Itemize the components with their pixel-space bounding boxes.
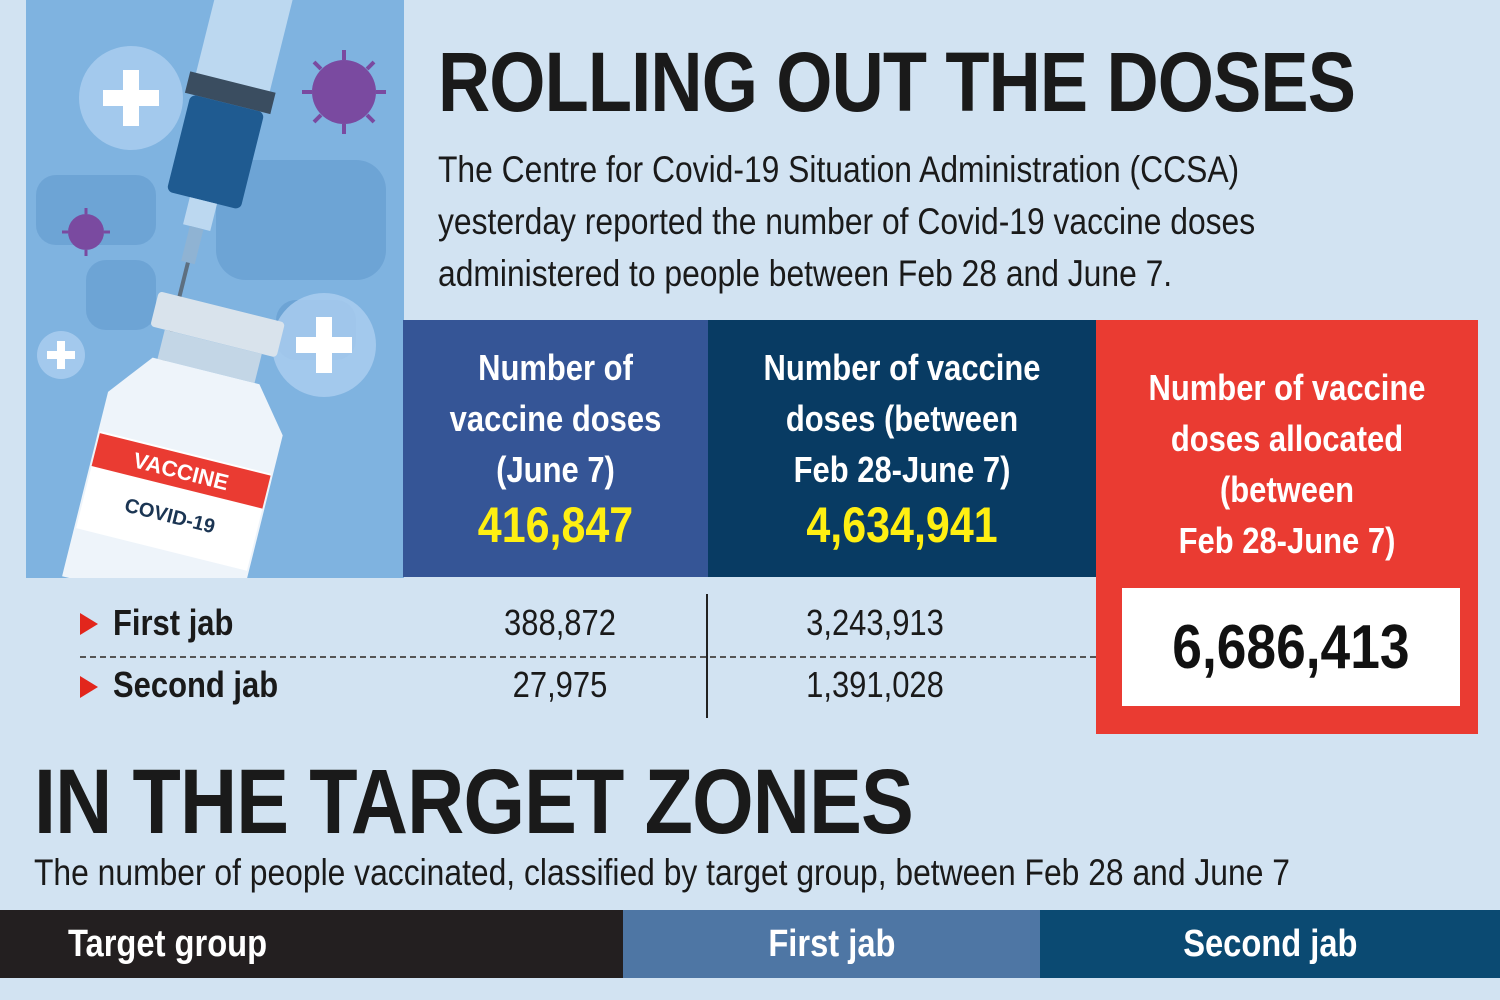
doses-june7-value: 416,847 [477, 497, 634, 553]
doses-allocated-box: Number of vaccine doses allocated (betwe… [1096, 320, 1478, 734]
syringe-icon [156, 0, 294, 380]
table-body-strip [0, 978, 1500, 1000]
doses-cumulative-value: 4,634,941 [806, 497, 998, 553]
column-header-target-group: Target group [0, 910, 623, 978]
second-jab-cumulative: 1,391,028 [806, 664, 944, 705]
doses-allocated-value: 6,686,413 [1172, 612, 1410, 682]
target-zones-title: IN THE TARGET ZONES [34, 751, 914, 853]
column-header-first-jab: First jab [623, 910, 1040, 978]
doses-june7-box: Number of vaccine doses (June 7) 416,847 [403, 320, 708, 577]
first-jab-arrow-icon [80, 613, 98, 635]
second-jab-june7: 27,975 [512, 664, 608, 705]
first-jab-june7: 388,872 [504, 602, 616, 643]
target-zones-subtitle: The number of people vaccinated, classif… [34, 852, 1290, 893]
row-divider [80, 656, 1096, 658]
doses-allocated-label: Number of vaccine doses allocated (betwe… [1148, 367, 1426, 561]
vaccine-illustration: VACCINE COVID-19 [26, 0, 404, 578]
column-header-second-jab: Second jab [1040, 910, 1500, 978]
intro-text: The Centre for Covid-19 Situation Admini… [438, 149, 1256, 294]
doses-cumulative-box: Number of vaccine doses (between Feb 28-… [708, 320, 1096, 577]
doses-allocated-value-box: 6,686,413 [1122, 588, 1460, 706]
second-jab-label: Second jab [113, 664, 279, 705]
page-title: ROLLING OUT THE DOSES [438, 35, 1356, 129]
first-jab-label: First jab [113, 602, 234, 643]
first-jab-cumulative: 3,243,913 [806, 602, 944, 643]
doses-june7-label: Number of vaccine doses (June 7) [449, 347, 662, 490]
second-jab-arrow-icon [80, 676, 98, 698]
plus-bubble-icon [37, 46, 376, 397]
vaccine-vial-icon: VACCINE COVID-19 [62, 291, 285, 578]
virus-icon [62, 50, 386, 256]
vaccine-syringe-vial-icon: VACCINE COVID-19 [36, 0, 386, 578]
doses-cumulative-label: Number of vaccine doses (between Feb 28-… [763, 347, 1041, 490]
